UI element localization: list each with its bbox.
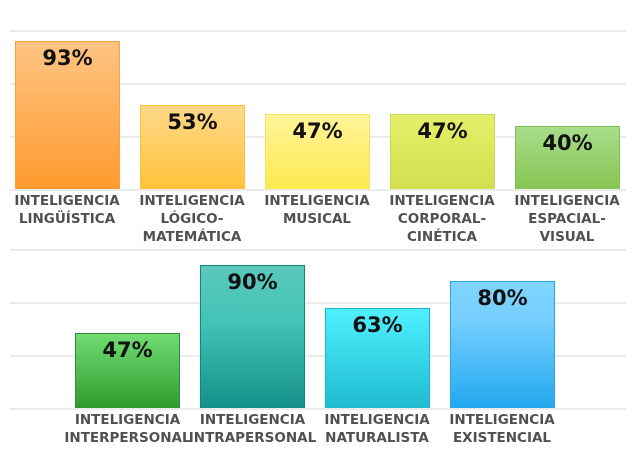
bar-intrapersonal: 90% bbox=[200, 265, 305, 408]
baseline bbox=[10, 408, 626, 410]
gridline bbox=[10, 30, 626, 32]
category-label: INTELIGENCIA ESPACIAL- VISUAL bbox=[514, 193, 620, 245]
gridline bbox=[10, 302, 626, 304]
category-label: INTELIGENCIA LINGÜÍSTICA bbox=[14, 193, 120, 227]
gridline bbox=[10, 249, 626, 251]
bar-value: 63% bbox=[352, 313, 403, 337]
bar-value: 53% bbox=[167, 110, 218, 134]
gridline bbox=[10, 83, 626, 85]
bar-existencial: 80% bbox=[450, 281, 555, 408]
bar-value: 80% bbox=[477, 286, 528, 310]
bar-value: 47% bbox=[102, 338, 153, 362]
bar-linguistica: 93% bbox=[15, 41, 120, 189]
bar-logico-matematica: 53% bbox=[140, 105, 245, 189]
category-label: INTELIGENCIA EXISTENCIAL bbox=[449, 412, 555, 446]
bar-value: 90% bbox=[227, 270, 278, 294]
category-label: INTELIGENCIA CORPORAL- CINÉTICA bbox=[389, 193, 495, 245]
bar-espacial-visual: 40% bbox=[515, 126, 620, 189]
bar-value: 93% bbox=[42, 46, 93, 70]
bar-value: 47% bbox=[417, 119, 468, 143]
baseline bbox=[10, 189, 626, 191]
category-label: INTELIGENCIA LÓGICO- MATEMÁTICA bbox=[139, 193, 245, 245]
category-label: INTELIGENCIA MUSICAL bbox=[264, 193, 370, 227]
category-label: INTELIGENCIA INTERPERSONAL bbox=[64, 412, 191, 446]
bar-value: 47% bbox=[292, 119, 343, 143]
bar-naturalista: 63% bbox=[325, 308, 430, 408]
bar-musical: 47% bbox=[265, 114, 370, 189]
bar-interpersonal: 47% bbox=[75, 333, 180, 408]
category-label: INTELIGENCIA NATURALISTA bbox=[324, 412, 430, 446]
gridline bbox=[10, 355, 626, 357]
category-label: INTELIGENCIA INTRAPERSONAL bbox=[188, 412, 317, 446]
bar-value: 40% bbox=[542, 131, 593, 155]
bar-corporal-cinetica: 47% bbox=[390, 114, 495, 189]
